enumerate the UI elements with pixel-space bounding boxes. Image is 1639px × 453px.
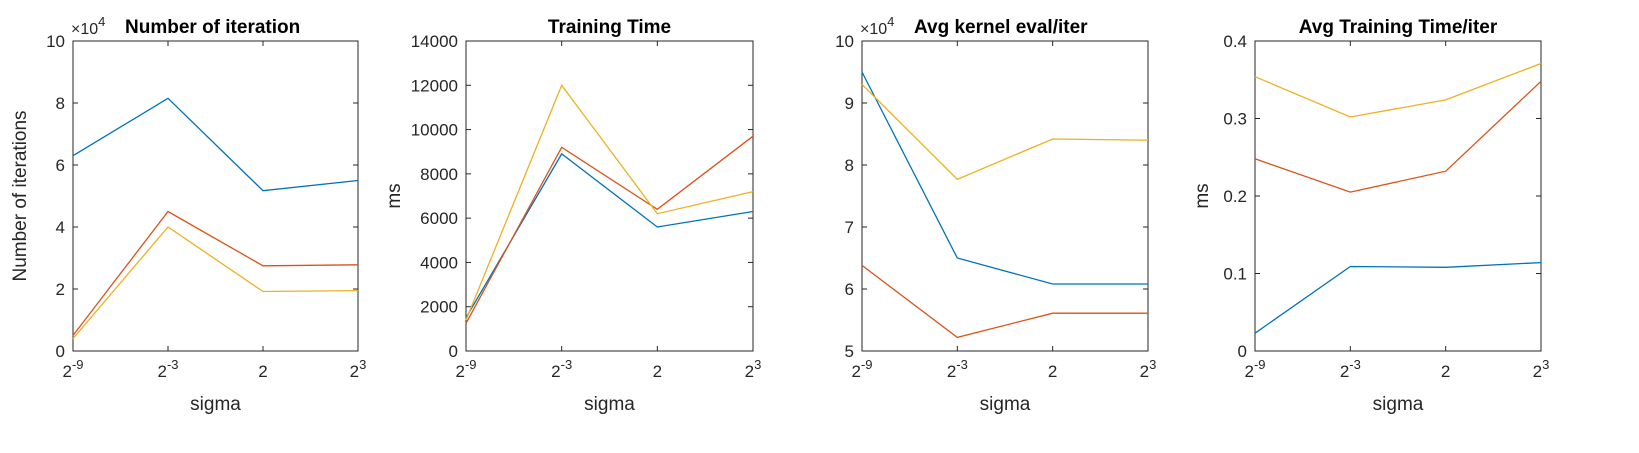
x-tick-label: 2 [1048,362,1057,381]
plot-area [72,40,359,352]
x-axis-label: sigma [584,394,635,415]
y-tick-label: 12000 [411,76,458,95]
y-tick-label: 0.1 [1223,265,1247,284]
y-tick-label: 0 [56,342,65,361]
y-tick-label: 8000 [420,165,458,184]
x-tick-label: 2 [258,362,267,381]
series-line-2 [465,135,754,324]
x-tick-label: 23 [350,357,367,381]
x-tick-label: 23 [745,357,762,381]
y-axis-label: ms [384,183,405,208]
y-tick-label: 8 [845,156,854,175]
y-tick-label: 2 [56,280,65,299]
y-tick-label: 10000 [411,121,458,140]
x-tick-label: 2-9 [455,357,476,381]
y-tick-label: 0 [449,342,458,361]
series-line-3 [1254,62,1542,118]
series-line-3 [72,226,359,340]
y-tick-label: 10 [46,32,65,51]
y-tick-label: 7 [845,218,854,237]
x-tick-label: 2-9 [851,357,872,381]
x-tick-label: 23 [1533,357,1550,381]
x-axis-label: sigma [190,394,241,415]
x-tick-label: 2 [1441,362,1450,381]
y-tick-label: 14000 [411,32,458,51]
x-tick-label: 23 [1140,357,1157,381]
y-tick-label: 5 [845,342,854,361]
chart-panel-2: 0 2000 4000 6000 8000 10000 12000 14000 2-9 2-3 2 2… [384,17,761,415]
axis-exponent: ×104 [860,14,894,38]
chart-panel-4: 0 0.1 0.2 0.3 0.4 2-9 2-3 2 23 Avg Training Time/… [1192,17,1549,415]
y-axis-label: ms [1192,183,1213,208]
y-axis-label: Number of iterations [10,110,31,281]
y-tick-label: 4 [56,218,65,237]
chart-title: Number of iteration [125,17,300,38]
y-tick-label: 2000 [420,298,458,317]
y-tick-label: 0 [1238,342,1247,361]
plot-area [1254,40,1542,352]
y-tick-label: 6 [56,156,65,175]
chart-panel-1: 0 2 4 6 8 10 2-9 2-3 2 23 Number of iteration ×104 s… [10,14,366,415]
x-tick-label: 2-3 [157,357,178,381]
x-tick-label: 2-9 [62,357,83,381]
chart-panel-3: 5 6 7 8 9 10 2-9 2-3 2 23 Avg kernel eval/iter ×104… [835,14,1156,415]
y-tick-label: 8 [56,94,65,113]
series-line-2 [1254,80,1542,193]
y-tick-label: 0.3 [1223,110,1247,129]
y-tick-label: 4000 [420,253,458,272]
series-line-3 [861,83,1149,181]
chart-title: Training Time [548,17,671,38]
series-line-1 [1254,261,1542,334]
plot-area [861,40,1149,352]
series-line-3 [465,83,754,321]
series-line-1 [72,97,359,192]
series-line-1 [861,71,1148,285]
x-tick-label: 2-3 [947,357,968,381]
y-tick-label: 0.4 [1223,32,1247,51]
series-line-2 [861,264,1148,339]
y-tick-label: 6000 [420,209,458,228]
axis-exponent: ×104 [71,14,105,38]
chart-title: Avg Training Time/iter [1299,17,1498,38]
x-tick-label: 2-9 [1244,357,1265,381]
plot-area [465,40,754,352]
x-tick-label: 2-3 [551,357,572,381]
x-axis-label: sigma [980,394,1031,415]
y-tick-label: 0.2 [1223,187,1247,206]
series-line-2 [72,210,359,336]
chart-title: Avg kernel eval/iter [914,17,1088,38]
x-axis-label: sigma [1373,394,1424,415]
y-tick-label: 10 [835,32,854,51]
y-tick-label: 9 [845,94,854,113]
y-tick-label: 6 [845,280,854,299]
x-tick-label: 2 [653,362,662,381]
x-tick-label: 2-3 [1340,357,1361,381]
